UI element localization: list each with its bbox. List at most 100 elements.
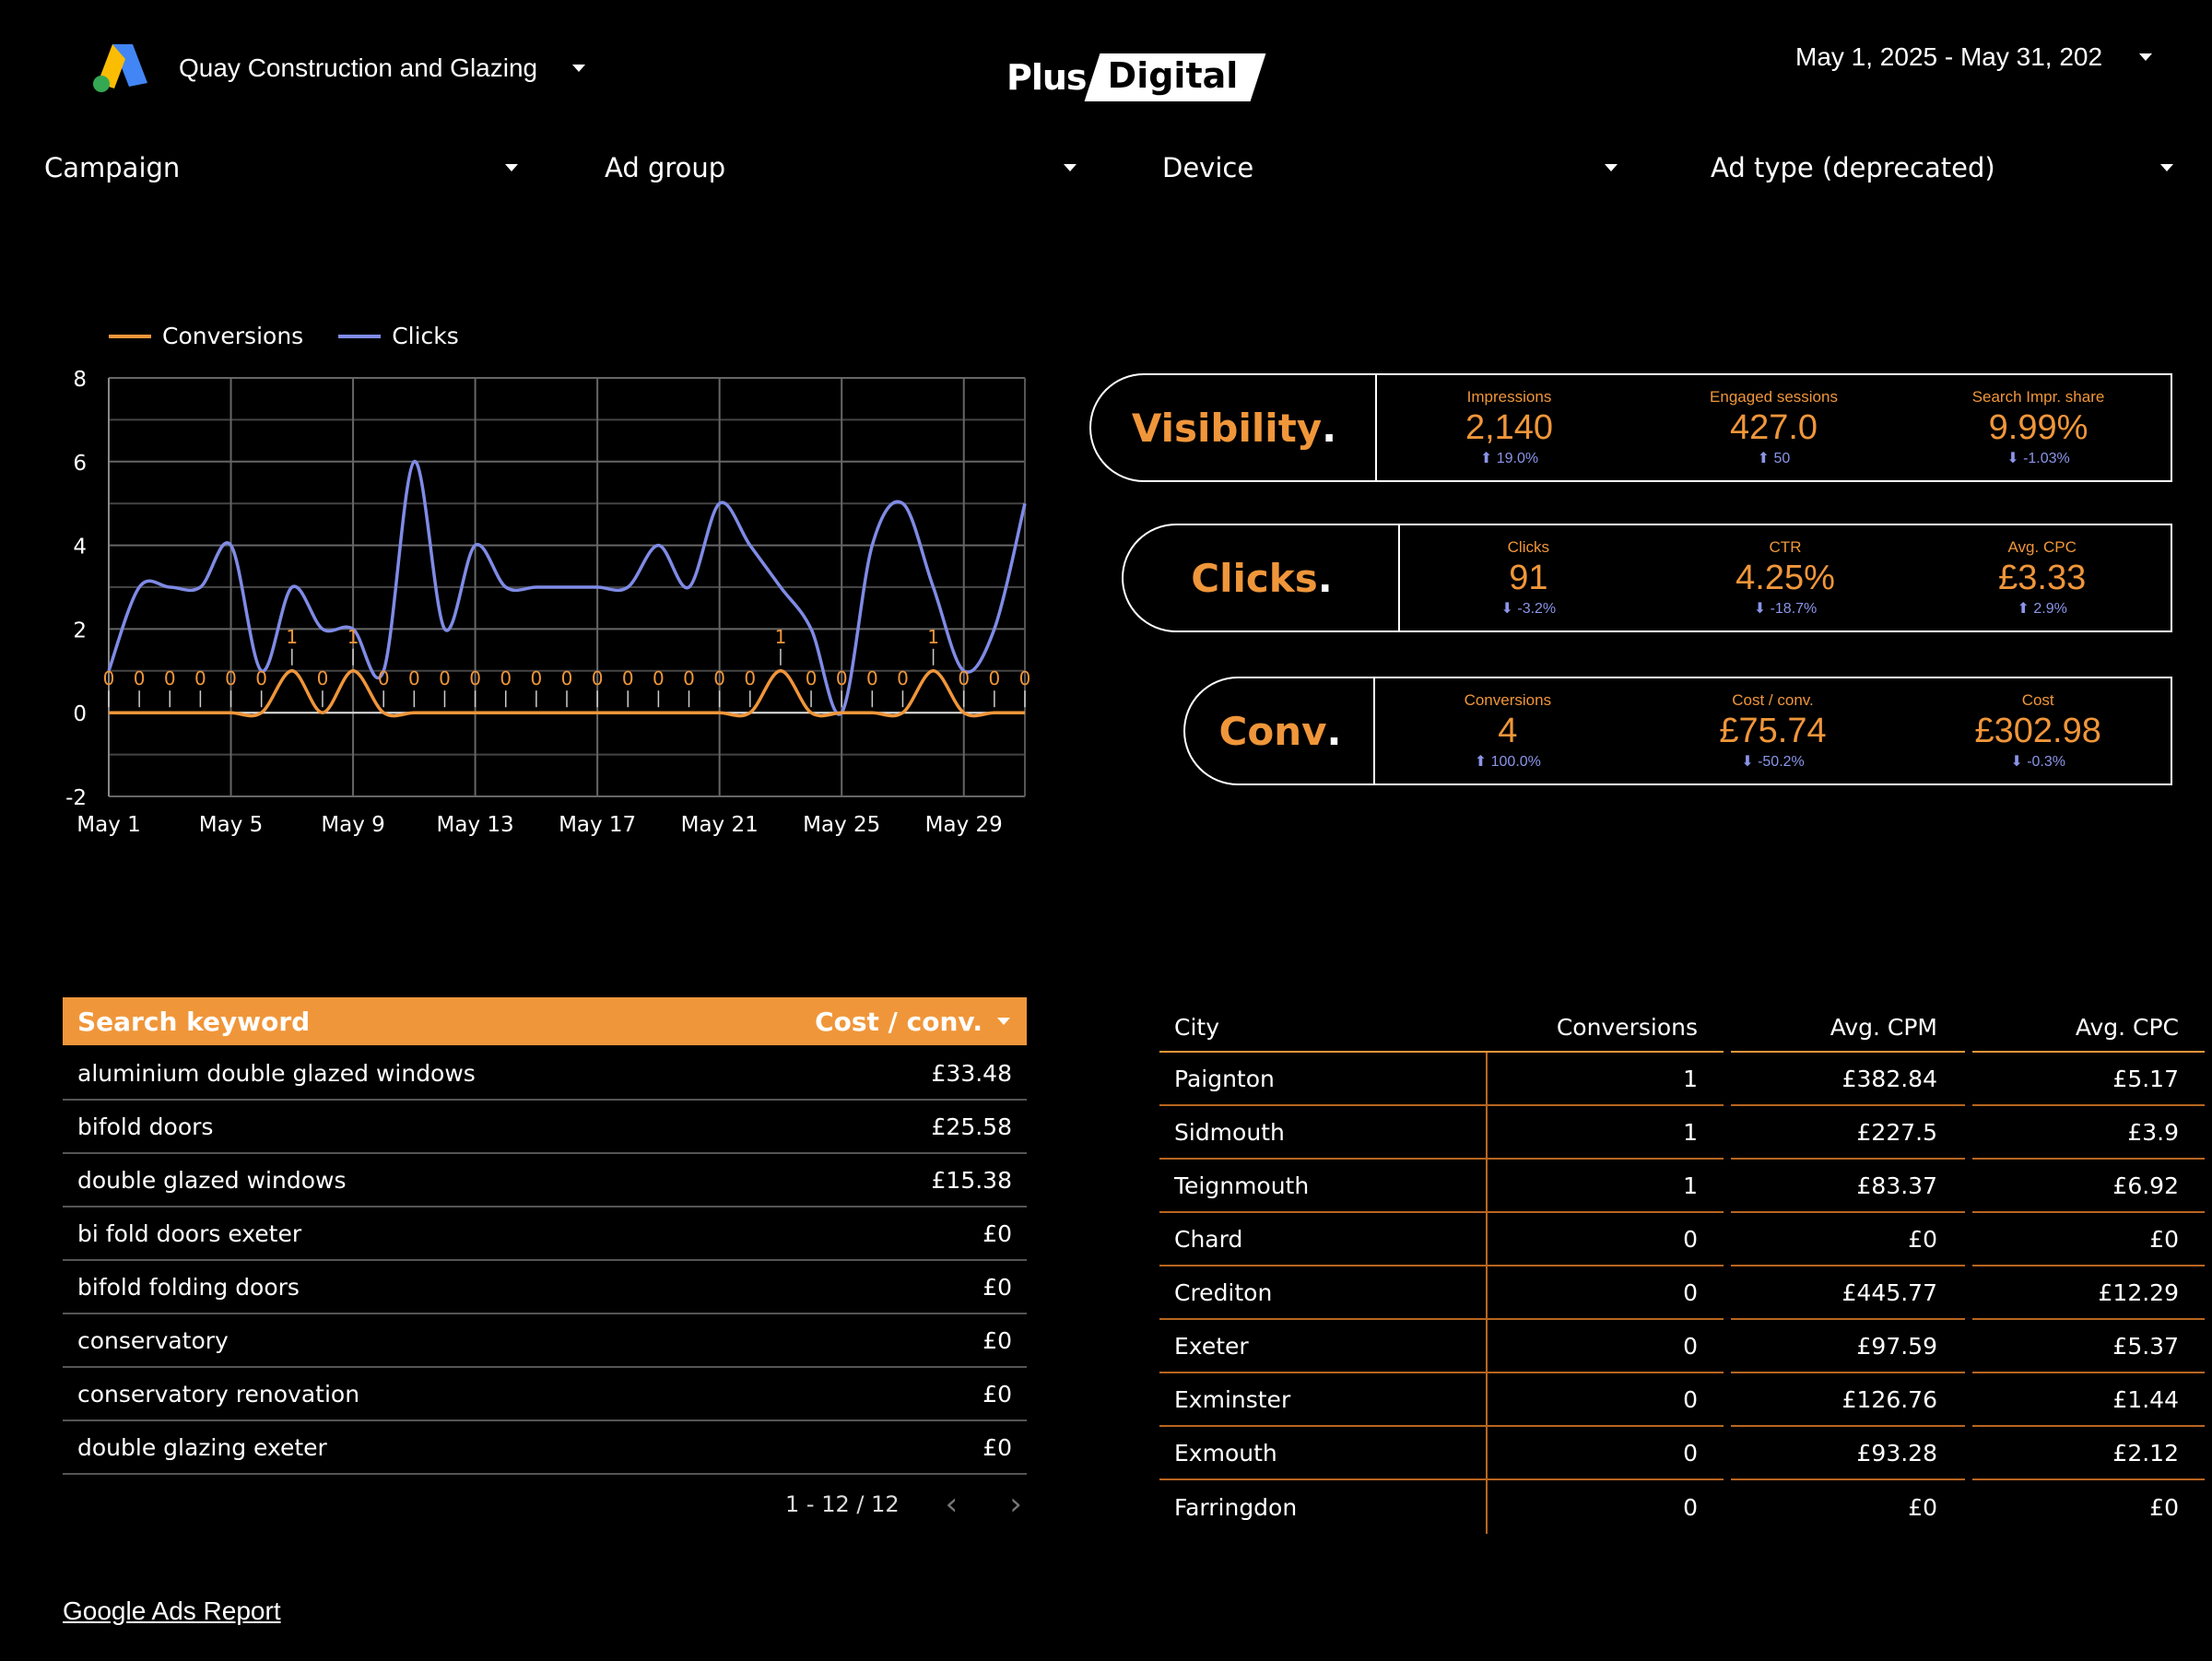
conversions-data-label: 0 <box>255 667 267 689</box>
column-header-city[interactable]: City <box>1159 1003 1486 1053</box>
conversions-data-label: 0 <box>592 667 604 689</box>
filter-label: Ad group <box>605 152 726 183</box>
avg-cpc-cell: £6.92 <box>1972 1160 2205 1213</box>
metric-delta: ⬆ 19.0% <box>1479 451 1539 466</box>
avg-cpc-cell: £0 <box>1972 1213 2205 1266</box>
table-row[interactable]: double glazed windows £15.38 <box>63 1154 1027 1207</box>
filter-label: Campaign <box>44 152 181 183</box>
table-row[interactable]: conservatory £0 <box>63 1314 1027 1368</box>
metric-delta: ⬇ -3.2% <box>1500 601 1557 617</box>
city-cell: Crediton <box>1159 1266 1486 1320</box>
conversions-data-label: 0 <box>1019 667 1031 689</box>
conversions-cell: 0 <box>1486 1373 1724 1427</box>
conversions-data-label: 0 <box>836 667 848 689</box>
filter-campaign[interactable]: Campaign <box>44 147 518 188</box>
conversions-data-label: 0 <box>134 667 146 689</box>
x-tick-label: May 9 <box>321 813 385 837</box>
column-header-avg-cpc[interactable]: Avg. CPC <box>1972 1003 2205 1053</box>
chevron-left-icon[interactable]: ‹ <box>945 1486 959 1523</box>
avg-cpm-cell: £227.5 <box>1731 1106 1965 1160</box>
card-visibility: Visibility. Impressions 2,140 ⬆ 19.0% Engag… <box>1089 373 2172 482</box>
card-title: Clicks. <box>1122 524 1400 632</box>
date-range-label: May 1, 2025 - May 31, 202 <box>1795 42 2103 71</box>
cost-per-conv-cell: £0 <box>982 1326 1012 1354</box>
x-tick-label: May 13 <box>437 813 514 837</box>
metric-label: Engaged sessions <box>1710 388 1838 406</box>
card-clicks: Clicks. Clicks 91 ⬇ -3.2% CTR 4.25% ⬇ -18.7% A… <box>1122 524 2172 632</box>
metric: CTR 4.25% ⬇ -18.7% <box>1657 525 1914 630</box>
filter-device[interactable]: Device <box>1162 147 1618 188</box>
avg-cpc-cell: £0 <box>2149 1493 2179 1521</box>
column-header-search-keyword[interactable]: Search keyword <box>77 1006 311 1037</box>
legend-clicks[interactable]: Clicks <box>338 323 459 349</box>
metric-label: Search Impr. share <box>1971 388 2105 406</box>
conversions-data-label: 0 <box>713 667 725 689</box>
x-tick-label: May 29 <box>925 813 1003 837</box>
metric-value: £302.98 <box>1974 712 2101 750</box>
google-ads-report-link[interactable]: Google Ads Report <box>63 1596 281 1625</box>
conversions-data-label: 1 <box>286 626 298 648</box>
keyword-cell: bifold doors <box>77 1113 214 1140</box>
chevron-right-icon[interactable]: › <box>1009 1486 1022 1523</box>
y-tick-label: 2 <box>73 618 87 642</box>
filter-ad-group[interactable]: Ad group <box>605 147 1077 188</box>
y-tick-label: -2 <box>65 786 87 810</box>
metric-value: 427.0 <box>1729 408 1818 447</box>
arrow-up-icon: ⬆ <box>1757 451 1771 466</box>
table-row[interactable]: conservatory renovation £0 <box>63 1368 1027 1421</box>
table-row[interactable]: bi fold doors exeter £0 <box>63 1207 1027 1261</box>
legend-conversions[interactable]: Conversions <box>109 323 303 349</box>
metric: Avg. CPC £3.33 ⬆ 2.9% <box>1913 525 2171 630</box>
conversions-data-label: 1 <box>927 626 939 648</box>
cost-per-conv-cell: £0 <box>982 1433 1012 1461</box>
conversions-data-label: 0 <box>897 667 909 689</box>
account-selector[interactable]: Quay Construction and Glazing <box>88 41 586 96</box>
table-row[interactable]: double glazing exeter £0 <box>63 1421 1027 1475</box>
conversions-data-label: 0 <box>683 667 695 689</box>
conversions-cell: 1 <box>1486 1053 1724 1106</box>
metric-label: Impressions <box>1466 388 1552 406</box>
chevron-down-icon[interactable] <box>572 65 586 72</box>
avg-cpm-cell: £445.77 <box>1731 1266 1965 1320</box>
table-row[interactable]: bifold doors £25.58 <box>63 1101 1027 1154</box>
legend-swatch <box>338 334 382 338</box>
city-cell: Farringdon <box>1174 1493 1298 1521</box>
metric-delta: ⬇ -0.3% <box>2010 754 2065 770</box>
date-range-picker[interactable]: May 1, 2025 - May 31, 202 <box>1795 42 2153 72</box>
keyword-cell: conservatory <box>77 1326 229 1354</box>
avg-cpm-cell: £382.84 <box>1731 1053 1965 1106</box>
city-cell: Exmouth <box>1159 1427 1486 1480</box>
filter-ad-type[interactable]: Ad type (deprecated) <box>1711 147 2173 188</box>
city-cell: Sidmouth <box>1159 1106 1486 1160</box>
keyword-cell: aluminium double glazed windows <box>77 1059 476 1087</box>
clicks-series-line <box>107 460 1027 716</box>
chevron-down-icon[interactable] <box>2139 53 2153 61</box>
avg-cpc-cell: £12.29 <box>1972 1266 2205 1320</box>
column-header-cost-per-conv[interactable]: Cost / conv. <box>815 1007 1010 1037</box>
column-header-conversions[interactable]: Conversions <box>1486 1003 1724 1053</box>
city-cell: Exeter <box>1159 1320 1486 1373</box>
table-row[interactable]: aluminium double glazed windows £33.48 <box>63 1047 1027 1101</box>
arrow-up-icon: ⬆ <box>1479 451 1493 466</box>
metric-value: 2,140 <box>1465 408 1554 447</box>
arrow-down-icon: ⬇ <box>1741 754 1754 770</box>
conversions-cell: 0 <box>1486 1266 1724 1320</box>
avg-cpm-cell: £97.59 <box>1731 1320 1965 1373</box>
avg-cpm-cell: £0 <box>1908 1493 1937 1521</box>
metric-value: £3.33 <box>1998 559 2087 597</box>
metric-label: CTR <box>1769 538 1802 556</box>
legend-label: Conversions <box>162 323 304 349</box>
keyword-cell: conservatory renovation <box>77 1380 360 1408</box>
conversions-data-label: 1 <box>775 626 787 648</box>
account-name: Quay Construction and Glazing <box>179 53 538 82</box>
column-header-avg-cpm[interactable]: Avg. CPM <box>1731 1003 1965 1053</box>
metric: Clicks 91 ⬇ -3.2% <box>1400 525 1657 630</box>
card-metrics: Clicks 91 ⬇ -3.2% CTR 4.25% ⬇ -18.7% Avg. CPC £… <box>1398 524 2172 632</box>
conversions-cell: 0 <box>1486 1480 1724 1534</box>
conversions-data-label: 0 <box>988 667 1000 689</box>
metric-label: Conversions <box>1464 691 1552 709</box>
table-row[interactable]: bifold folding doors £0 <box>63 1261 1027 1314</box>
x-tick-label: May 17 <box>559 813 636 837</box>
metric-label: Avg. CPC <box>2007 538 2077 556</box>
metric-value: 4 <box>1498 712 1518 750</box>
